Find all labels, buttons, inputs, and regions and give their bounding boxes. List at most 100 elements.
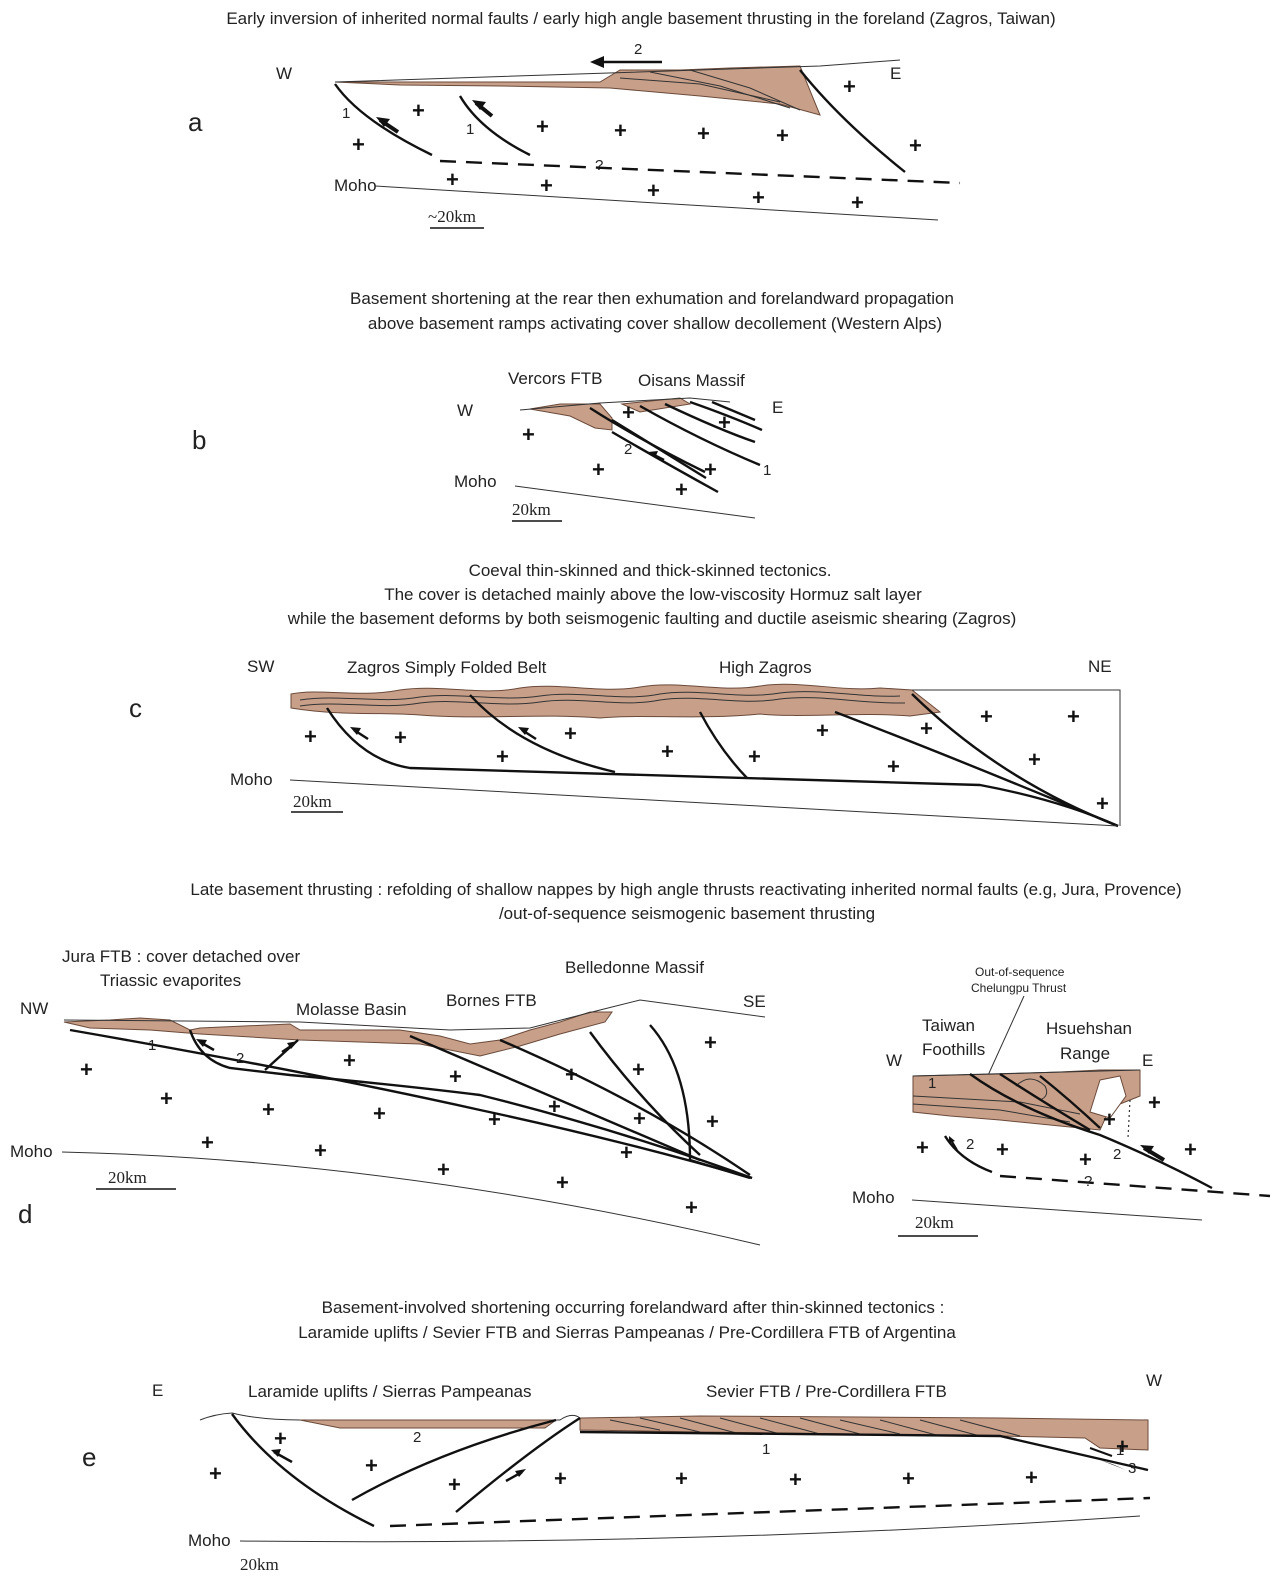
panel-c-arrowhead-icon [518, 727, 529, 735]
panel-d-jura-label-line2: Triassic evaporites [100, 971, 241, 990]
panel-b-number-1: 1 [763, 462, 771, 479]
panel-d-taiwan-west-label: W [886, 1051, 902, 1070]
panel-c-caption-line1: Coeval thin-skinned and thick-skinned te… [469, 561, 832, 580]
panel-a-normal-fault-2 [458, 95, 531, 157]
panel-e-uplift-fault-1 [231, 1413, 375, 1528]
panel-e-arrowhead-icon [1100, 1460, 1126, 1470]
panel-a-cover-thrust-3 [689, 69, 801, 111]
panel-c-thrust-5 [911, 693, 1119, 828]
basement-cross-icon: + [614, 118, 627, 143]
basement-cross-icon: + [160, 1086, 173, 1111]
basement-cross-icon: + [685, 1195, 698, 1220]
basement-cross-icon: + [540, 173, 553, 198]
basement-cross-icon: + [352, 132, 365, 157]
panel-a-west-label: W [276, 64, 292, 83]
panel-c-moho-line [289, 779, 1119, 827]
basement-cross-icon: + [647, 178, 660, 203]
panel-d-taiwan-moho-label: Moho [852, 1188, 895, 1207]
basement-cross-icon: + [536, 114, 549, 139]
panel-c-high-zagros-label: High Zagros [719, 658, 812, 677]
panel-b-caption-line2: above basement ramps activating cover sh… [368, 314, 942, 333]
panel-e-slip-arrow-3 [1089, 1447, 1113, 1457]
panel-d-hsuehshan-exposed-core [1089, 1075, 1127, 1119]
panel-b-thrust-2 [611, 418, 707, 480]
panel-c-caption-line2: The cover is detached mainly above the l… [384, 585, 922, 604]
basement-cross-icon: + [632, 1057, 645, 1082]
panel-e-letter: e [82, 1442, 96, 1472]
panel-e-east-label: E [152, 1381, 163, 1400]
basement-cross-icon: + [1079, 1147, 1092, 1172]
panel-e-arrowhead-icon [271, 1449, 281, 1457]
panel-e-moho-line [239, 1515, 1141, 1543]
panel-d-number-1: 1 [148, 1037, 156, 1054]
panel-b-thrust-5 [689, 400, 763, 432]
panel-a-normal-fault-1 [334, 83, 433, 157]
panel-d-thrust-1 [409, 1034, 701, 1162]
panel-d-cover-sheet [63, 1011, 613, 1057]
panel-c-moho-label: Moho [230, 770, 273, 789]
panel-d-arrowhead-icon [949, 1136, 955, 1143]
basement-cross-icon: + [314, 1138, 327, 1163]
panel-b-moho-label: Moho [454, 472, 497, 491]
panel-c-fold-line-1 [299, 691, 901, 701]
basement-cross-icon: + [449, 1064, 462, 1089]
panel-d-hsuehshan-label-line1: Hsuehshan [1046, 1019, 1132, 1038]
panel-a-number-2: 2 [634, 41, 642, 58]
panel-e-sevier-detachment [579, 1430, 1149, 1472]
panel-e-basin-fill [299, 1419, 558, 1429]
panel-d-taiwan-label-line1: Taiwan [922, 1016, 975, 1035]
panel-a-scale-label: ~20km [428, 207, 476, 226]
panel-e-arrowhead-icon [515, 1469, 526, 1477]
panel-b-topography [519, 397, 731, 411]
panel-c-sfb-label: Zagros Simply Folded Belt [347, 658, 547, 677]
panel-e-caption-line2: Laramide uplifts / Sevier FTB and Sierra… [298, 1323, 956, 1342]
panel-a-number-1b: 1 [466, 121, 474, 138]
panel-d-taiwan-label-line2: Foothills [922, 1040, 985, 1059]
panel-b-east-label: E [772, 398, 783, 417]
panel-d-basement-crosses: + + + + + + + + + + + + + + + + + + + [80, 1030, 719, 1220]
basement-cross-icon: + [718, 410, 731, 435]
panel-d-basal-thrust [69, 1028, 753, 1180]
panel-c-fold-line-2 [299, 697, 906, 707]
basement-cross-icon: + [996, 1137, 1009, 1162]
panel-a-decollement [439, 159, 961, 185]
panel-a-east-label: E [890, 64, 901, 83]
basement-cross-icon: + [1067, 704, 1080, 729]
panel-d-nw-label: NW [20, 999, 48, 1018]
basement-cross-icon: + [556, 1170, 569, 1195]
panel-d: Late basement thrusting : refolding of s… [10, 880, 1271, 1246]
basement-cross-icon: + [909, 133, 922, 158]
panel-d-taiwan-number-1: 1 [928, 1075, 936, 1092]
panel-c-scale-label: 20km [293, 792, 332, 811]
panel-d-refolded-detachment [188, 1029, 753, 1180]
panel-a-arrowhead-icon [590, 56, 604, 68]
basement-cross-icon: + [620, 1140, 633, 1165]
panel-e: Basement-involved shortening occurring f… [82, 1298, 1162, 1574]
basement-cross-icon: + [851, 190, 864, 215]
basement-cross-icon: + [80, 1057, 93, 1082]
panel-c: Coeval thin-skinned and thick-skinned te… [129, 561, 1121, 828]
basement-cross-icon: + [412, 98, 425, 123]
basement-cross-icon: + [394, 725, 407, 750]
panel-d-taiwan-thrust-3 [1039, 1075, 1101, 1129]
basement-cross-icon: + [201, 1130, 214, 1155]
panel-d-taiwan-bedding-1 [912, 1095, 1081, 1115]
basement-cross-icon: + [776, 123, 789, 148]
panel-c-folded-cover [290, 683, 942, 719]
basement-cross-icon: + [1184, 1137, 1197, 1162]
basement-cross-icon: + [920, 716, 933, 741]
panel-b-cover-wedge [529, 403, 613, 431]
basement-cross-icon: + [1028, 747, 1041, 772]
panel-d-belledonne-label: Belledonne Massif [565, 958, 704, 977]
basement-cross-icon: + [816, 718, 829, 743]
basement-cross-icon: + [704, 457, 717, 482]
basement-cross-icon: + [675, 1466, 688, 1491]
panel-b-thrust-3 [639, 404, 761, 467]
panel-e-moho-label: Moho [188, 1531, 231, 1550]
panel-d-bornes-label: Bornes FTB [446, 991, 537, 1010]
panel-d-molasse-label: Molasse Basin [296, 1000, 407, 1019]
basement-cross-icon: + [522, 422, 535, 447]
panel-d-number-2: 2 [236, 1050, 244, 1067]
panel-e-uplift-fault-2 [351, 1418, 557, 1502]
panel-b-number-2: 2 [624, 441, 632, 458]
